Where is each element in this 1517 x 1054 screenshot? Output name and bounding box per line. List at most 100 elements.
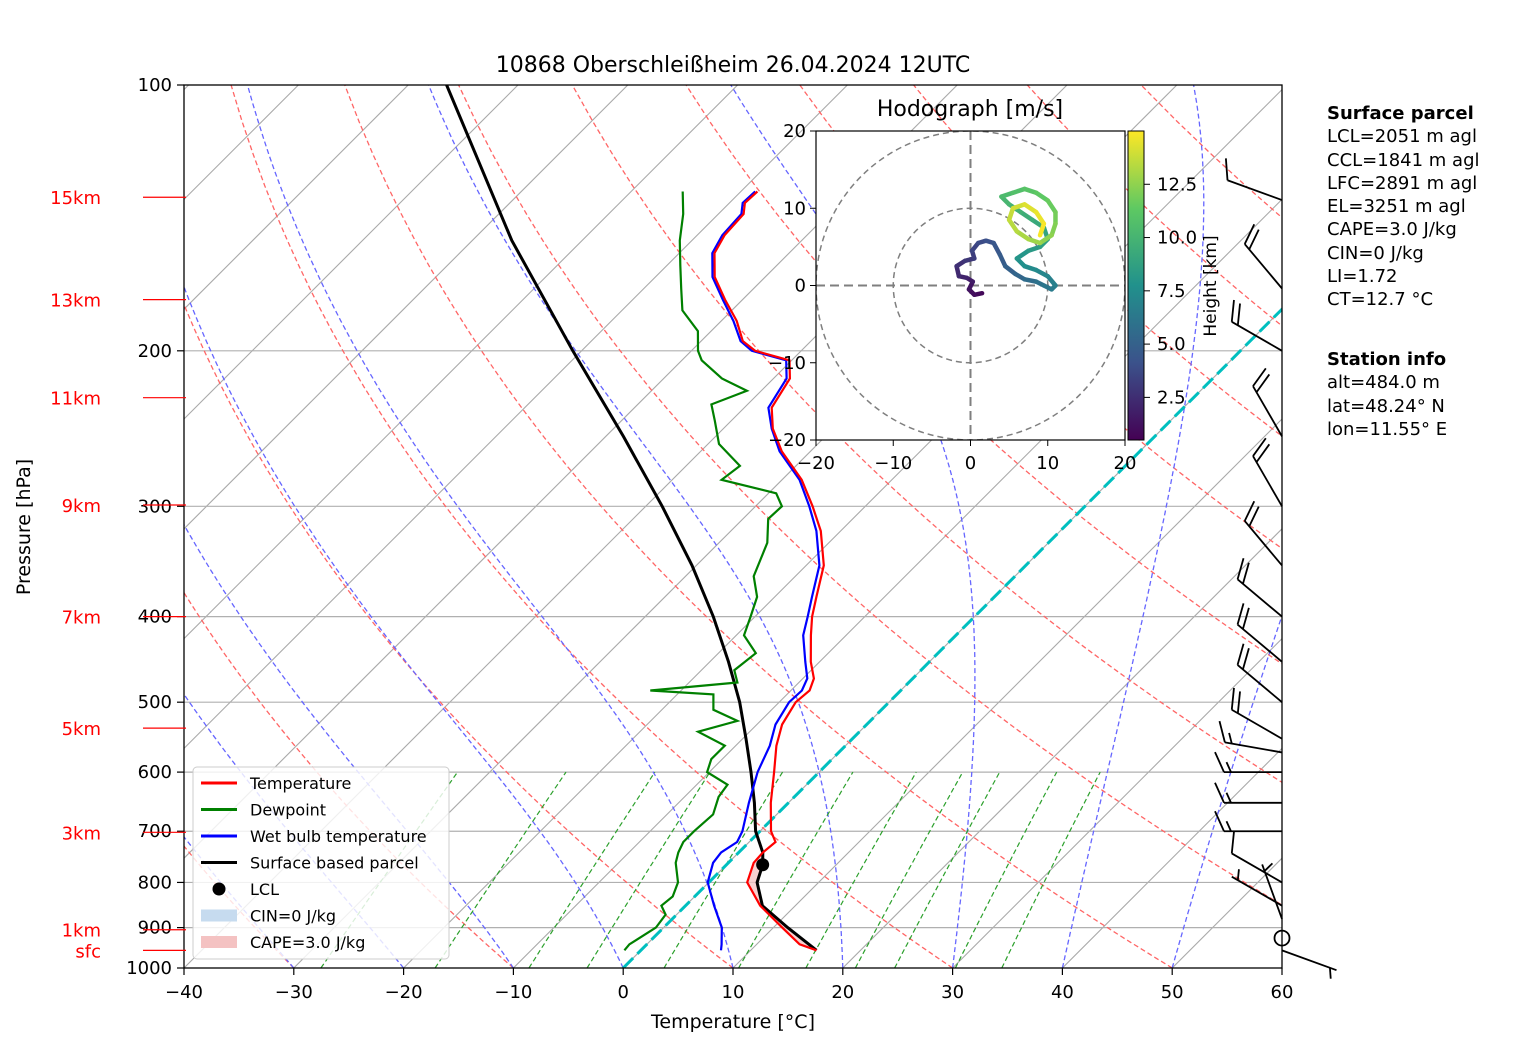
colorbar xyxy=(1127,130,1145,441)
wind-barb xyxy=(1252,367,1283,437)
dry-adiabat xyxy=(230,85,953,968)
legend-box xyxy=(192,766,450,960)
x-tick-label: 60 xyxy=(1271,982,1294,1003)
barb-staff xyxy=(1236,664,1283,703)
wind-barb xyxy=(1214,810,1282,833)
wind-barb xyxy=(1218,720,1283,754)
height-label: 7km xyxy=(62,608,101,629)
station-info-panel: Station info alt=484.0 m lat=48.24° N lo… xyxy=(1327,348,1447,441)
barb-full xyxy=(1243,500,1256,522)
height-label: 11km xyxy=(50,389,101,410)
wind-barb xyxy=(1230,299,1283,352)
moist-adiabat xyxy=(184,285,624,968)
barb-full xyxy=(1214,810,1225,832)
barb-full xyxy=(1218,720,1226,743)
barb-full xyxy=(1236,643,1245,666)
hodograph-segment xyxy=(1037,233,1054,246)
barb-full xyxy=(1252,367,1267,387)
barb-full xyxy=(1230,831,1235,854)
height-label: 1km xyxy=(62,921,101,942)
barb-half xyxy=(1225,820,1232,832)
surface-parcel-lcl: LCL=2051 m agl xyxy=(1327,126,1477,148)
legend-label: LCL xyxy=(250,880,279,899)
wind-barb xyxy=(1231,869,1283,907)
isotherm-line xyxy=(842,528,1282,968)
legend-label: Temperature xyxy=(249,774,351,793)
colorbar-tick-label: 5.0 xyxy=(1157,334,1186,355)
y-tick-label: 900 xyxy=(138,918,172,939)
barb-full xyxy=(1224,158,1229,181)
legend-swatch xyxy=(201,936,237,948)
dry-adiabat xyxy=(344,85,1173,968)
hodograph-segment xyxy=(1006,217,1020,234)
moist-adiabat xyxy=(428,85,844,968)
x-tick-label: 30 xyxy=(941,982,964,1003)
hodograph: Hodograph [m/s] −20 −10 0 10 20 20 10 0 −10 −20 2… xyxy=(768,97,1221,474)
wind-barb xyxy=(1243,500,1283,566)
isotherm-line xyxy=(184,85,409,310)
barb-half xyxy=(1225,792,1232,804)
barb-full xyxy=(1242,562,1250,585)
barb-staff xyxy=(1227,179,1283,201)
isotherm-line xyxy=(732,418,1282,968)
station-longitude: lon=11.55° E xyxy=(1327,418,1448,440)
moist-adiabat xyxy=(1171,613,1282,968)
barb-half xyxy=(1263,862,1274,872)
hodograph-y-label: −10 xyxy=(768,353,806,374)
hodograph-segment xyxy=(1033,209,1047,226)
y-tick-label: 1000 xyxy=(126,958,172,979)
surface-parcel-ct: CT=12.7 °C xyxy=(1327,289,1434,311)
hodograph-x-label: −10 xyxy=(874,453,912,474)
barb-staff xyxy=(1231,875,1283,907)
isotherm-line xyxy=(1062,747,1282,968)
barb-half xyxy=(1236,869,1240,881)
colorbar-ticks: 2.5 5.0 7.5 10.0 12.5 xyxy=(1144,174,1197,408)
height-label: 13km xyxy=(50,291,101,312)
isotherm-line xyxy=(952,637,1282,968)
barb-staff xyxy=(1236,623,1283,663)
surface-parcel-cin: CIN=0 J/kg xyxy=(1327,242,1424,264)
y-axis-label: Pressure [hPa] xyxy=(13,459,35,595)
barb-half xyxy=(1329,967,1332,979)
pressure-gridlines xyxy=(184,350,1282,929)
wind-barb xyxy=(1236,557,1283,618)
hodograph-y-label: 20 xyxy=(783,121,806,142)
mixing-ratio-line xyxy=(854,771,964,968)
height-label: sfc xyxy=(75,941,101,962)
hodograph-segment xyxy=(1037,221,1047,238)
barb-half xyxy=(1225,761,1232,773)
isotherm-line xyxy=(513,198,1282,968)
hodograph-segment xyxy=(1022,202,1039,215)
surface-parcel-lfc: LFC=2891 m agl xyxy=(1327,172,1478,194)
barb-full xyxy=(1255,443,1271,463)
colorbar-label: Height [km] xyxy=(1201,235,1221,336)
y-tick-label: 500 xyxy=(138,692,172,713)
mixing-ratio-line xyxy=(586,771,711,968)
barb-staff xyxy=(1252,385,1283,437)
barb-full xyxy=(1242,607,1250,630)
x-axis-ticks: −40 −30 −20 −10 0 10 20 30 40 50 60 xyxy=(165,968,1293,1003)
surface-parcel-cape: CAPE=3.0 J/kg xyxy=(1327,219,1457,241)
series-surface-parcel xyxy=(445,85,818,952)
hodograph-y-label: 10 xyxy=(783,198,806,219)
wind-barb xyxy=(1224,158,1283,201)
wind-barb xyxy=(1252,437,1283,507)
barb-full xyxy=(1248,506,1260,527)
barb-full xyxy=(1252,437,1267,457)
mixing-ratio-line xyxy=(738,771,854,968)
legend-label: Dewpoint xyxy=(250,801,326,820)
mixing-ratio-line xyxy=(805,771,917,968)
y-tick-label: 800 xyxy=(138,872,172,893)
x-tick-label: −20 xyxy=(385,982,423,1003)
colorbar-tick-label: 2.5 xyxy=(1157,387,1186,408)
barb-staff xyxy=(1231,708,1283,740)
wind-barb xyxy=(1243,223,1283,290)
legend-swatch xyxy=(212,882,226,896)
height-label: 3km xyxy=(62,823,101,844)
barb-full xyxy=(1242,648,1250,670)
legend-label: Wet bulb temperature xyxy=(250,827,427,846)
barb-staff xyxy=(1236,578,1283,618)
surface-parcel-heading: Surface parcel xyxy=(1327,103,1474,124)
y-tick-label: 200 xyxy=(138,341,172,362)
station-altitude: alt=484.0 m xyxy=(1327,372,1440,394)
